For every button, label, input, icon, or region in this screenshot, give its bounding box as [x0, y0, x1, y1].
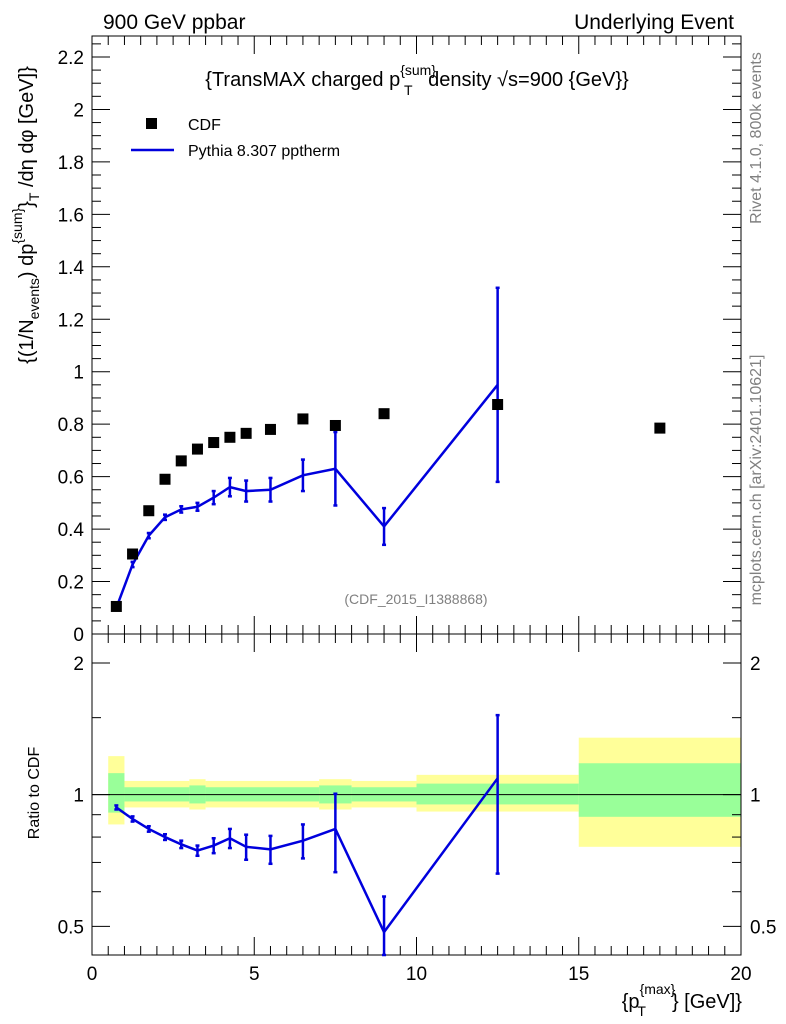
- main-y-tick-label: 1.4: [58, 258, 85, 279]
- title-pre: {TransMAX charged p: [205, 69, 400, 91]
- legend-label-pythia: Pythia 8.307 pptherm: [188, 143, 340, 160]
- plot-title: {TransMAX charged p{sum} T density √s=900…: [205, 62, 629, 98]
- main-y-tick-label: 0.8: [58, 415, 84, 436]
- x-tick-label: 10: [406, 964, 427, 985]
- cdf-data-point: [654, 422, 666, 434]
- cdf-data-point: [143, 505, 155, 517]
- title-sub: T: [404, 82, 413, 98]
- main-y-tick-label: 1.6: [58, 205, 84, 226]
- x-tick-label: 20: [730, 964, 751, 985]
- ratio-y-tick-label-right: 0.5: [750, 917, 776, 938]
- ratio-y-tick-label-right: 1: [750, 786, 761, 807]
- main-y-tick-label: 0.2: [58, 573, 84, 594]
- cdf-data-point: [110, 600, 122, 612]
- ratio-band-green: [578, 763, 741, 817]
- ratio-y-tick-label-left: 0.5: [58, 917, 84, 938]
- cdf-data-point: [264, 423, 276, 435]
- ratio-plot-area: 0.5 0.51 12 20 5 10 15 20: [58, 633, 776, 985]
- cdf-data-point: [159, 473, 171, 485]
- title-post: density √s=900 {GeV}}: [423, 69, 629, 91]
- legend-label-cdf: CDF: [188, 117, 221, 134]
- main-y-tick-label: 1.2: [58, 310, 84, 331]
- main-y-tick-label: 0.4: [58, 520, 85, 541]
- cdf-data-point: [492, 399, 504, 411]
- main-plot-area: 0 0.2 0.4 0.6 0.8 1 1.2 1.4 1.6 1.8 2 2.2: [58, 35, 742, 646]
- header-right-label: Underlying Event: [574, 11, 734, 34]
- x-tick-label: 15: [568, 964, 589, 985]
- cdf-data-point: [240, 427, 252, 439]
- mcplots-label: mcplots.cern.ch [arXiv:2401.10621]: [748, 355, 765, 606]
- cdf-data-point: [208, 437, 220, 449]
- main-y-tick-label: 0.6: [58, 468, 84, 489]
- ratio-pythia-line: [115, 777, 499, 935]
- cdf-data-point: [127, 548, 139, 560]
- x-axis-label: {p{max} T} [GeV]}: [622, 981, 743, 1019]
- ratio-data-marks: [114, 713, 500, 957]
- main-y-tick-label: 2: [73, 100, 84, 121]
- ratio-y-tick-label-right: 2: [750, 654, 761, 675]
- ratio-y-tick-label-left: 2: [73, 654, 84, 675]
- ratio-y-axis-label: Ratio to CDF: [26, 747, 43, 840]
- header-left-label: 900 GeV ppbar: [103, 11, 245, 34]
- analysis-annotation: (CDF_2015_I1388868): [344, 591, 487, 607]
- ratio-band-green: [108, 773, 125, 813]
- ratio-frame: [91, 633, 742, 956]
- cdf-data-point: [297, 413, 309, 425]
- main-y-axis-label: {(1/Nevents) dp{sum}}T /dη dφ [GeV]}: [9, 66, 42, 364]
- x-tick-label: 5: [249, 964, 260, 985]
- ratio-y-tick-label-left: 1: [73, 786, 84, 807]
- legend-marker-cdf: [146, 118, 157, 129]
- main-data-marks: [110, 286, 666, 612]
- cdf-data-point: [191, 443, 203, 455]
- main-y-tick-label: 1: [73, 363, 84, 384]
- main-y-tick-label: 2.2: [58, 48, 84, 69]
- main-y-tick-label: 0: [73, 625, 84, 646]
- cdf-data-point: [329, 419, 341, 431]
- title-sup: {sum}: [400, 62, 436, 78]
- x-tick-label: 0: [87, 964, 98, 985]
- cdf-data-point: [224, 431, 236, 443]
- rivet-version-label: Rivet 4.1.0, 800k events: [748, 52, 765, 224]
- pythia-line: [115, 384, 499, 609]
- cdf-data-point: [175, 455, 187, 467]
- cdf-data-point: [378, 408, 390, 420]
- legend: CDF Pythia 8.307 pptherm: [131, 117, 340, 160]
- main-y-tick-label: 1.8: [58, 153, 84, 174]
